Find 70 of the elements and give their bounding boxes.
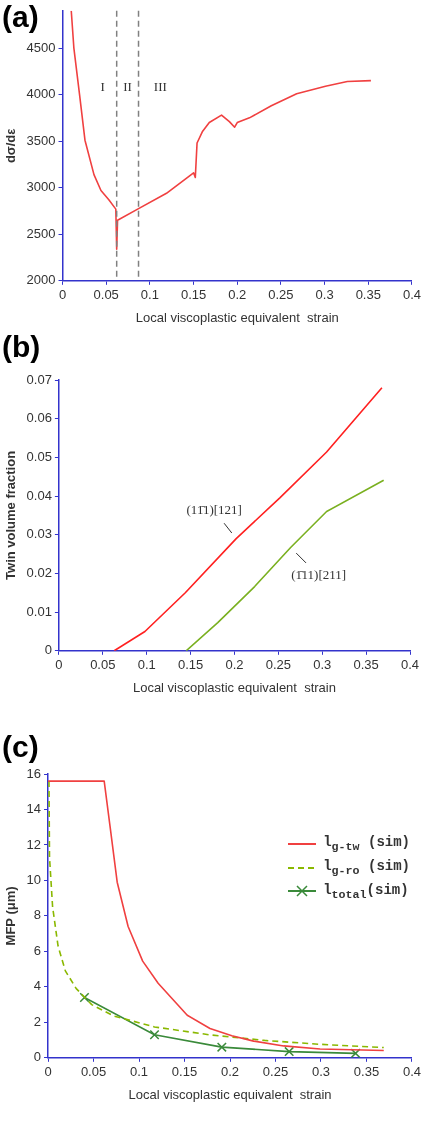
- x-tick-label: 0.05: [93, 287, 119, 303]
- annotation: II: [123, 79, 132, 95]
- y-tick-label: 4: [33, 978, 42, 994]
- annotation: (1̄11)[211]: [291, 566, 347, 582]
- x-tick-label: 0.15: [177, 657, 204, 673]
- x-tick-label: 0.3: [313, 657, 332, 673]
- legend-label: l$_{total}$(sim): [323, 881, 409, 902]
- x-tick-label: 0.15: [171, 1064, 198, 1080]
- x-axis-title: Local viscoplastic equivalent strain: [128, 1086, 332, 1102]
- y-tick-label: 2500: [26, 225, 56, 241]
- x-tick-label: 0.1: [140, 287, 159, 303]
- y-tick-label: 4500: [26, 39, 56, 55]
- y-tick-label: 10: [26, 872, 42, 887]
- chart-title: (b): [2, 330, 41, 364]
- x-tick-label: 0.2: [220, 1064, 240, 1080]
- point: [79, 992, 90, 1003]
- legend-label: l$_{g-tw}$ (sim): [323, 834, 410, 854]
- y-tick-label: 0.07: [26, 371, 52, 387]
- y-tick-label: 0.01: [26, 603, 52, 619]
- annotation: (11̄1)[121]: [186, 502, 242, 518]
- y-tick-label: 0.06: [26, 410, 52, 426]
- y-tick-label: 14: [26, 801, 42, 817]
- point: [216, 1042, 227, 1053]
- y-tick-label: 0: [44, 642, 52, 658]
- x-tick-label: 0.1: [137, 657, 156, 673]
- y-tick-label: 3500: [26, 132, 56, 148]
- y-tick-label: 2000: [26, 272, 56, 288]
- y-tick-label: 0: [33, 1049, 42, 1065]
- y-tick-label: 4000: [26, 86, 56, 102]
- y-tick-label: 0.02: [26, 565, 52, 581]
- y-tick-label: 16: [26, 765, 42, 781]
- x-tick-label: 0.4: [400, 657, 420, 673]
- x-tick-label: 0.35: [353, 657, 379, 673]
- x-tick-label: 0.3: [315, 287, 334, 303]
- y-axis-title: dσ/dε: [3, 128, 19, 164]
- y-tick-label: 0.03: [26, 526, 52, 542]
- x-tick-label: 0.05: [80, 1064, 107, 1080]
- x-tick-label: 0.1: [130, 1064, 149, 1080]
- legend-label: l$_{g-ro}$ (sim): [323, 857, 410, 878]
- x-axis-title: Local viscoplastic equivalent strain: [135, 309, 339, 325]
- y-axis-title: Twin volume fraction: [3, 450, 19, 580]
- x-tick-label: 0.2: [228, 287, 247, 303]
- y-tick-label: 8: [33, 907, 42, 923]
- x-tick-label: 0.25: [268, 287, 294, 303]
- x-tick-label: 0.35: [353, 1064, 380, 1080]
- x-axis-title: Local viscoplastic equivalent strain: [132, 679, 336, 695]
- x-tick-label: 0.2: [225, 657, 244, 673]
- annotation: III: [153, 79, 167, 95]
- x-tick-label: 0.05: [90, 657, 116, 673]
- x-tick-label: 0.35: [355, 287, 381, 303]
- x-tick-label: 0.4: [402, 1064, 421, 1080]
- y-axis-title: MFP (μm): [3, 886, 19, 946]
- point: [149, 1029, 160, 1040]
- y-tick-label: 3000: [26, 179, 56, 195]
- y-tick-label: 6: [33, 942, 42, 958]
- y-tick-label: 0.04: [26, 487, 52, 503]
- chart-title: (c): [2, 730, 39, 764]
- x-tick-label: 0.15: [180, 287, 207, 303]
- chart-title: (a): [2, 0, 39, 34]
- point: [284, 1046, 295, 1057]
- y-tick-label: 12: [26, 836, 42, 852]
- x-tick-label: 0: [58, 287, 67, 303]
- y-tick-label: 0.05: [26, 448, 52, 464]
- annotation: I: [100, 79, 105, 95]
- x-tick-label: 0.3: [311, 1064, 331, 1080]
- point: [350, 1048, 361, 1058]
- y-tick-label: 2: [33, 1013, 42, 1029]
- x-tick-label: 0.4: [402, 287, 421, 303]
- x-tick-label: 0.25: [265, 657, 291, 673]
- x-tick-label: 0.25: [262, 1064, 289, 1080]
